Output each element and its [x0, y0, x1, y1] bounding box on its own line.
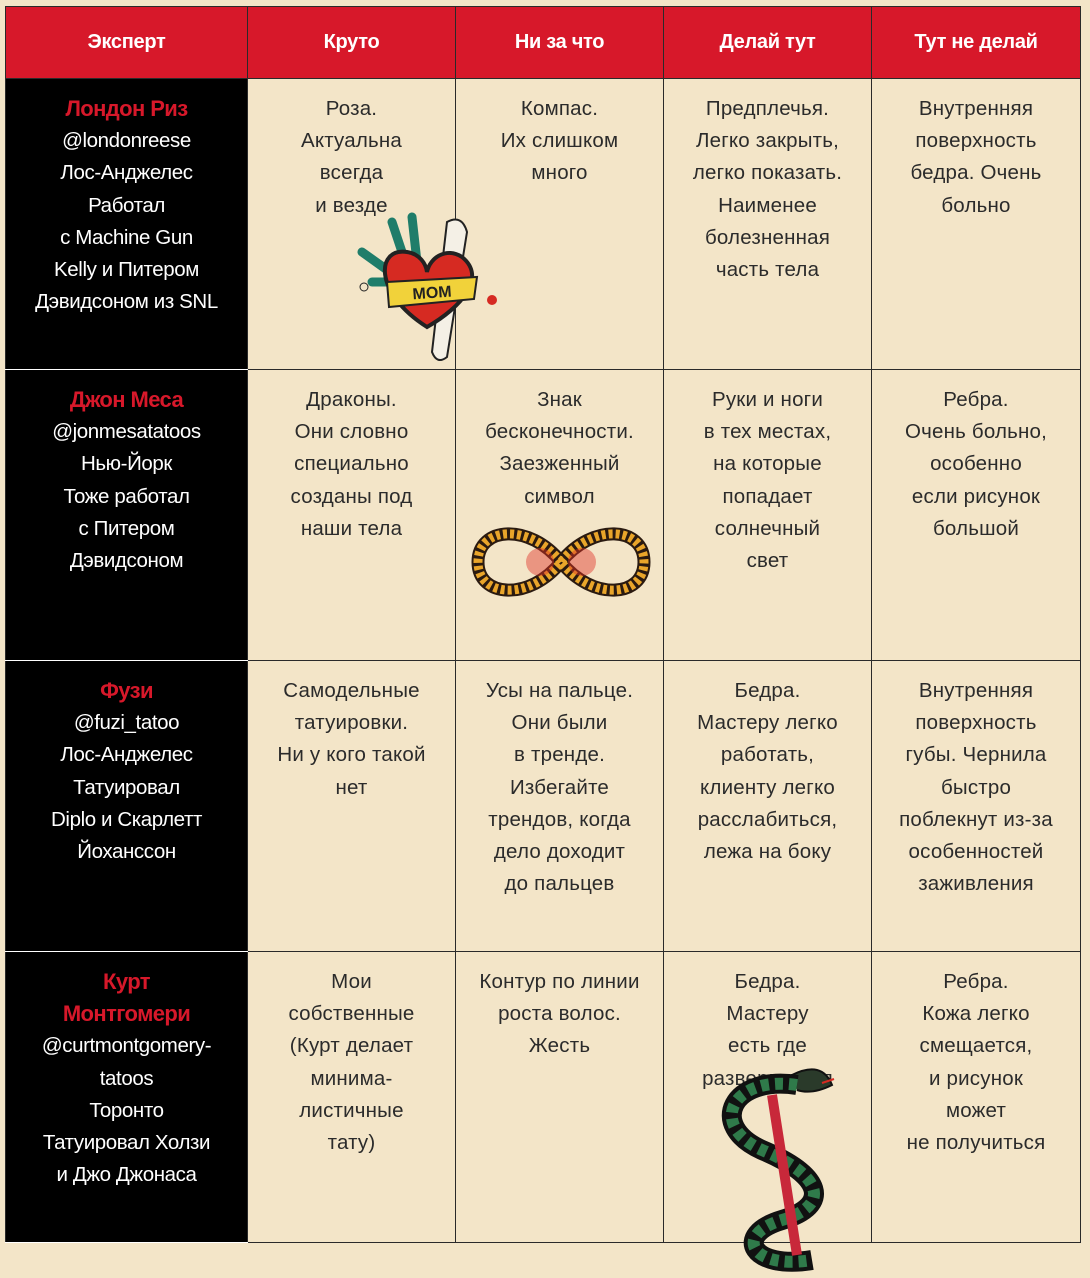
never-cell: Усы на пальце. Они были в тренде. Избега… — [455, 660, 664, 952]
cool-cell: Самодельные татуировки. Ни у кого такой … — [247, 660, 456, 952]
do-here-cell: Бедра. Мастеру легко работать, клиенту л… — [663, 660, 872, 952]
table-row: Лондон Риз @londonreese Лос-Анджелес Рабо… — [5, 78, 1081, 370]
heart-banner-text: MOM — [412, 284, 452, 304]
dont-here-cell: Ребра. Кожа легко смещается, и рисунок м… — [871, 951, 1081, 1243]
never-cell: Знак бесконечности. Заезженный символ — [455, 369, 664, 661]
header-never: Ни за что — [455, 6, 664, 79]
table-row: Джон Меса @jonmesatatoos Нью-Йорк Тоже ра… — [5, 369, 1081, 661]
expert-info: @fuzi_tatoo Лос-Анджелес Татуировал Dipl… — [51, 711, 202, 864]
tattoo-experts-table: Эксперт Круто Ни за что Делай тут Тут не… — [5, 6, 1081, 1243]
header-do-here: Делай тут — [663, 6, 872, 79]
header-expert: Эксперт — [5, 6, 248, 79]
expert-name: Фузи — [100, 678, 153, 703]
expert-info: @jonmesatatoos Нью-Йорк Тоже работал с П… — [52, 420, 201, 573]
header-cool: Круто — [247, 6, 456, 79]
header-dont-here: Тут не делай — [871, 6, 1081, 79]
expert-info: @curtmontgomery- tatoos Торонто Татуиров… — [41, 1034, 212, 1187]
expert-name: Курт Монтгомери — [62, 969, 191, 1027]
expert-cell: Лондон Риз @londonreese Лос-Анджелес Рабо… — [5, 78, 248, 370]
infinity-icon — [471, 527, 651, 597]
never-cell: Контур по линии роста волос. Жесть — [455, 951, 664, 1243]
expert-cell: Курт Монтгомери @curtmontgomery- tatoos Т… — [5, 951, 248, 1243]
table-row: Курт Монтгомери @curtmontgomery- tatoos Т… — [5, 951, 1081, 1243]
do-here-cell: Предплечья. Легко закрыть, легко показат… — [663, 78, 872, 370]
cool-cell: Мои собственные (Курт делает минима- лис… — [247, 951, 456, 1243]
header-row: Эксперт Круто Ни за что Делай тут Тут не… — [5, 6, 1081, 79]
dont-here-cell: Ребра. Очень больно, особенно если рисун… — [871, 369, 1081, 661]
table-row: Фузи @fuzi_tatoo Лос-Анджелес Татуировал … — [5, 660, 1081, 952]
expert-info: @londonreese Лос-Анджелес Работал с Mach… — [35, 129, 218, 314]
cool-cell: Драконы. Они словно специально созданы п… — [247, 369, 456, 661]
snake-icon — [721, 1068, 835, 1272]
expert-cell: Джон Меса @jonmesatatoos Нью-Йорк Тоже ра… — [5, 369, 248, 661]
expert-name: Лондон Риз — [65, 96, 188, 121]
do-here-cell: Руки и ноги в тех местах, на которые поп… — [663, 369, 872, 661]
expert-name: Джон Меса — [69, 387, 184, 412]
dont-here-cell: Внутренняя поверхность бедра. Очень боль… — [871, 78, 1081, 370]
dont-here-cell: Внутренняя поверхность губы. Чернила быс… — [871, 660, 1081, 952]
heart-icon: MOM — [357, 212, 497, 362]
expert-cell: Фузи @fuzi_tatoo Лос-Анджелес Татуировал … — [5, 660, 248, 952]
